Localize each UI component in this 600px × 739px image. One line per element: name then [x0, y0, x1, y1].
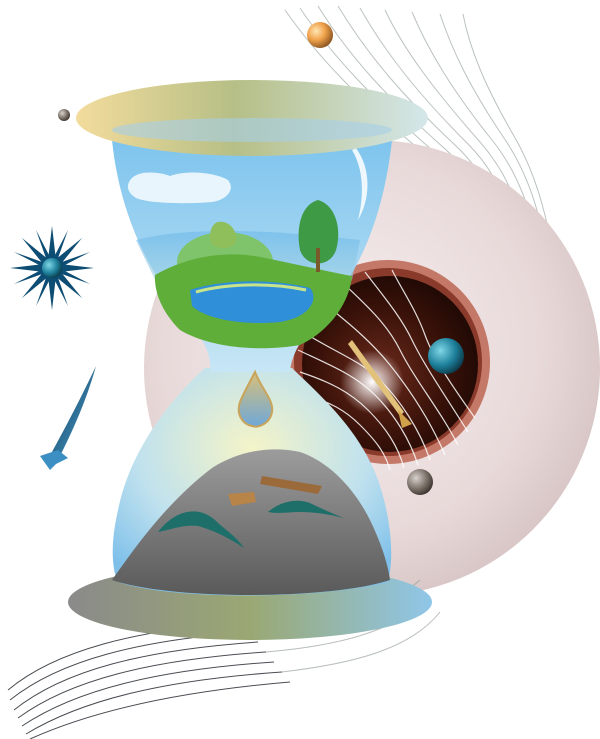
blade-shape — [40, 366, 96, 470]
tree-icon — [298, 200, 339, 272]
spiky-star-icon — [10, 226, 94, 310]
teal-orb — [428, 338, 464, 374]
small-grey-orb — [58, 109, 70, 121]
flowing-lines-bottom — [7, 621, 291, 739]
clock-hand — [348, 340, 404, 416]
water-drop-icon — [237, 369, 274, 428]
lake — [190, 281, 314, 324]
cloud — [127, 172, 231, 204]
flowing-lines-top — [284, 5, 558, 353]
hourglass — [68, 80, 432, 640]
grey-orb — [407, 469, 433, 495]
orange-orb — [307, 22, 333, 48]
